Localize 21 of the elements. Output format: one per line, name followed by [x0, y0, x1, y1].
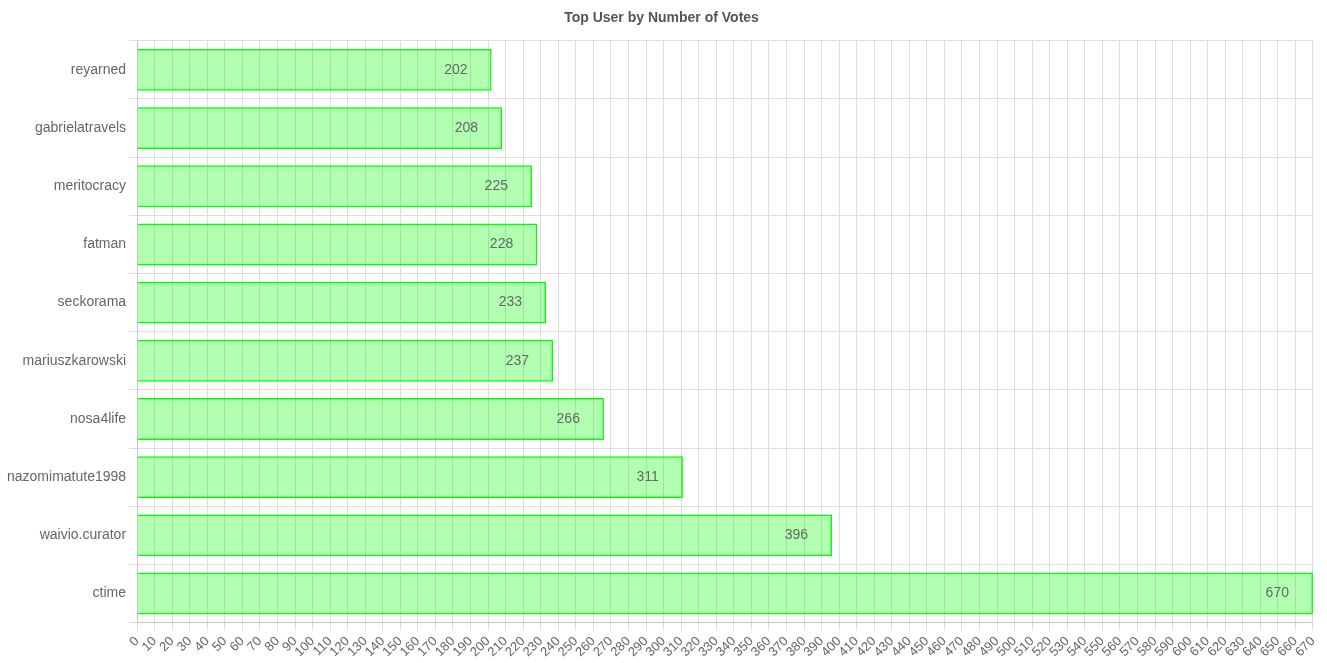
data-label: 228 — [489, 235, 514, 252]
y-tick-label: nosa4life — [70, 409, 127, 426]
data-label: 396 — [784, 526, 809, 543]
data-label: 266 — [556, 409, 581, 426]
y-tick-label: meritocracy — [53, 177, 127, 194]
data-label: 670 — [1265, 584, 1290, 601]
y-tick-label: ctime — [92, 584, 127, 601]
y-tick-label: reyarned — [70, 60, 127, 77]
y-tick-label: mariuszkarowski — [22, 351, 127, 368]
data-label: 202 — [444, 60, 468, 77]
y-tick-label: waivio.curator — [38, 526, 127, 543]
data-label: 208 — [454, 118, 479, 135]
data-label: 233 — [498, 293, 523, 310]
data-label: 237 — [505, 351, 530, 368]
y-tick-label: seckorama — [57, 293, 127, 310]
data-label: 311 — [636, 468, 660, 485]
y-tick-label: nazomimatute1998 — [7, 468, 127, 485]
y-tick-label: fatman — [83, 235, 127, 252]
chart-title: Top User by Number of Votes — [564, 9, 760, 26]
data-label: 225 — [484, 177, 509, 194]
y-tick-label: gabrielatravels — [35, 118, 127, 135]
